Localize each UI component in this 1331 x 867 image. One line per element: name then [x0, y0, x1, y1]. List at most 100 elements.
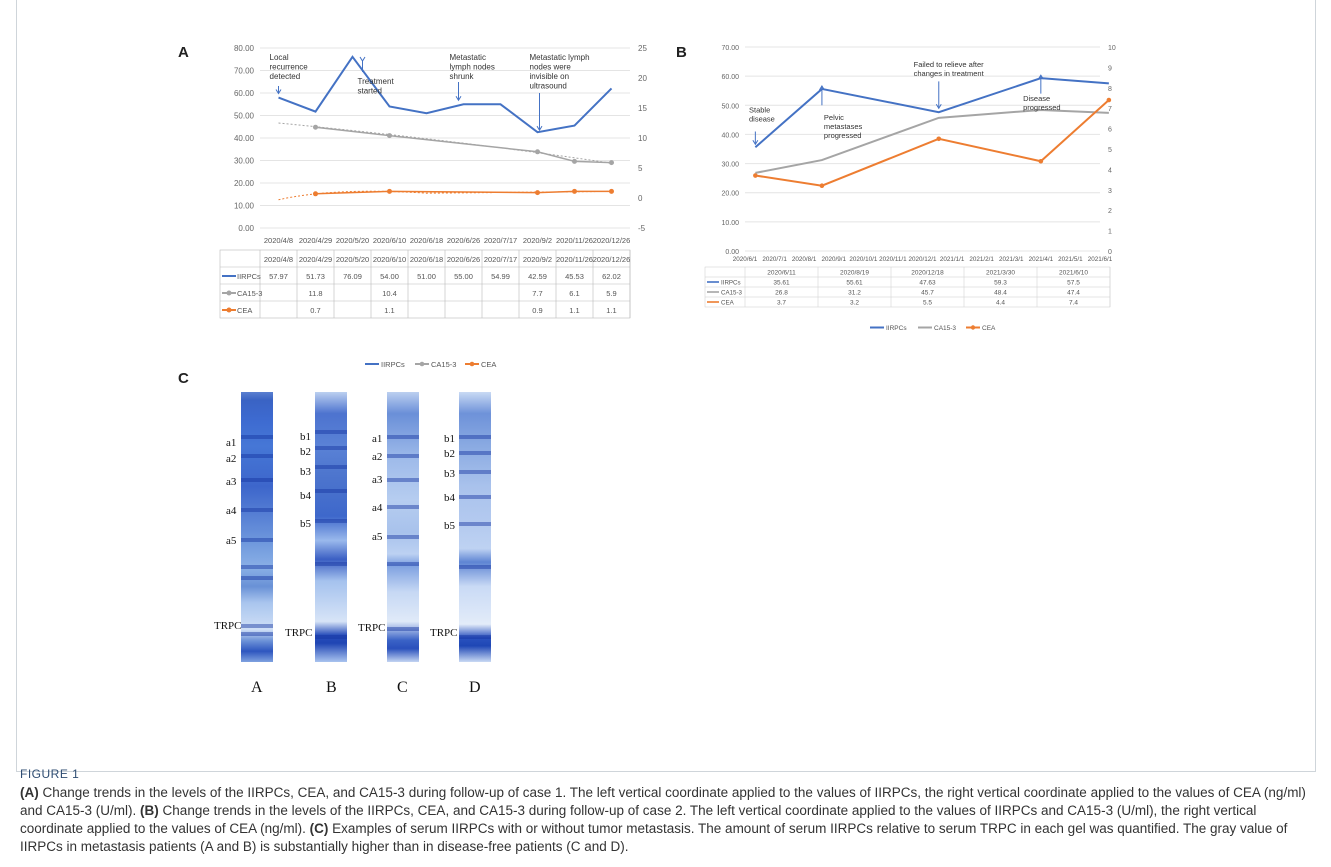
x-tick-label: 2020/5/20	[336, 236, 369, 245]
table-cell: 55.00	[454, 272, 473, 281]
table-header-cell: 2021/6/10	[1059, 270, 1088, 277]
caption-tag-a: (A)	[20, 785, 39, 800]
gel-band	[459, 635, 491, 639]
legend-label: IIRPCs	[886, 325, 907, 332]
gel-band	[387, 454, 419, 459]
legend-label: CA15-3	[431, 360, 456, 369]
data-point	[936, 136, 942, 142]
x-tick-label: 2020/12/1	[908, 256, 937, 263]
legend-label: CEA	[481, 360, 496, 369]
table-cell: 57.97	[269, 272, 288, 281]
lane-letter-b: B	[326, 679, 337, 696]
table-cell: 7.4	[1069, 300, 1078, 307]
y-right-tick-label: 10	[1108, 45, 1116, 52]
gel-band	[315, 518, 347, 523]
table-cell: 3.7	[777, 300, 786, 307]
y-left-tick-label: 10.00	[721, 220, 739, 227]
table-cell: 45.7	[921, 290, 934, 297]
table-row-name: CEA	[721, 300, 735, 307]
annotation-arrowhead	[275, 89, 282, 95]
y-right-tick-label: 5	[1108, 147, 1112, 154]
legend-label: CEA	[982, 325, 996, 332]
x-tick-label: 2020/9/1	[821, 256, 846, 263]
series-line-ca15-3	[315, 126, 612, 164]
table-cell: 51.00	[417, 272, 436, 281]
annotation-text: started	[358, 87, 382, 96]
x-tick-label: 2020/4/29	[299, 236, 332, 245]
band-label-a4: a4	[226, 505, 237, 517]
panel-letter-c: C	[178, 370, 189, 387]
legend-marker	[469, 361, 475, 367]
y-right-tick-label: 2	[1108, 208, 1112, 215]
data-point	[387, 133, 392, 139]
table-cell: 11.8	[308, 289, 322, 298]
trpc-label-b: TRPC	[285, 627, 313, 639]
table-cell: 48.4	[994, 290, 1007, 297]
panel-letter-a: A	[178, 44, 189, 61]
caption-text-a: Change trends in the levels of the IIRPC…	[20, 785, 1306, 818]
table-row-name: CEA	[237, 306, 252, 315]
gel-band	[387, 435, 419, 440]
x-tick-label: 2020/8/1	[792, 256, 817, 263]
table-header-cell: 2020/6/18	[410, 255, 443, 264]
annotation-text: ultrasound	[530, 82, 567, 91]
gel-band	[241, 435, 273, 440]
annotation-text: Metastatic lymph	[530, 53, 590, 62]
legend-label: IIRPCs	[381, 360, 405, 369]
x-tick-label: 2020/7/1	[762, 256, 787, 263]
table-header-cell: 2021/3/30	[986, 270, 1015, 277]
table-cell: 1.1	[606, 306, 616, 315]
annotation-text: Pelvic	[824, 113, 844, 122]
gel-lane-d	[459, 392, 491, 662]
table-row-name: CA15-3	[237, 289, 262, 298]
annotation-text: disease	[749, 115, 775, 124]
trendline-ca153	[278, 122, 612, 164]
annotation-text: progressed	[824, 131, 862, 140]
band-label-c-a1: a1	[372, 433, 383, 445]
caption-tag-c: (C)	[309, 821, 329, 836]
band-label-c-a2: a2	[372, 451, 383, 463]
table-cell: 1.1	[569, 306, 579, 315]
annotation-text: shrunk	[450, 72, 475, 81]
x-tick-label: 2020/11/26	[556, 236, 593, 245]
table-cell: 5.9	[606, 289, 616, 298]
gel-band	[459, 451, 491, 456]
y-left-tick-label: 0.00	[238, 224, 254, 233]
annotation-text: Stable	[749, 106, 770, 115]
y-right-tick-label: 4	[1108, 167, 1112, 174]
y-right-tick-label: 0	[1108, 249, 1112, 256]
table-cell: 57.5	[1067, 280, 1080, 287]
gel-band	[241, 508, 273, 513]
y-left-tick-label: 10.00	[234, 202, 255, 211]
panel-letter-b: B	[676, 44, 687, 61]
table-cell: 0.7	[310, 306, 320, 315]
table-cell: 35.61	[773, 280, 790, 287]
data-point	[572, 158, 577, 164]
x-tick-label: 2020/7/17	[484, 236, 517, 245]
table-header-cell: 2020/6/10	[373, 255, 406, 264]
y-right-tick-label: 25	[638, 44, 647, 53]
table-header-cell: 2020/12/26	[593, 255, 631, 264]
data-point	[1106, 97, 1112, 103]
x-tick-label: 2021/5/1	[1058, 256, 1083, 263]
series-line-cea	[755, 99, 1110, 187]
annotation-text: Local	[270, 53, 289, 62]
annotation-text: Failed to relieve after	[914, 60, 985, 69]
gel-band	[387, 478, 419, 483]
lane-letter-c: C	[397, 679, 408, 696]
band-label-b1: b1	[300, 431, 311, 443]
gel-band	[387, 626, 419, 631]
table-header-cell: 2020/6/11	[767, 270, 796, 277]
figure-label: FIGURE 1	[20, 767, 80, 781]
table-row-name: IIRPCs	[237, 272, 261, 281]
table-header-cell: 2020/4/29	[299, 255, 332, 264]
y-right-tick-label: 7	[1108, 106, 1112, 113]
series-line-iirpcs	[278, 55, 613, 134]
data-point	[535, 190, 540, 196]
annotation-arrowhead	[935, 104, 942, 110]
y-right-tick-label: 10	[638, 134, 647, 143]
y-left-tick-label: 70.00	[721, 45, 739, 52]
band-label-a5: a5	[226, 535, 237, 547]
gel-lane-b	[315, 392, 347, 662]
gel-band	[315, 489, 347, 494]
